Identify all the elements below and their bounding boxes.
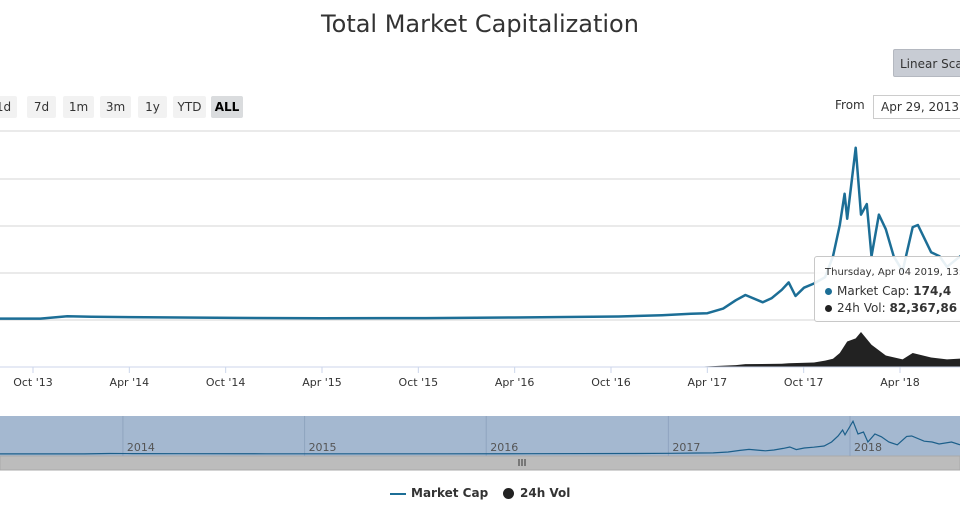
line-legend-icon <box>390 492 406 495</box>
circle-legend-icon <box>503 488 514 499</box>
volume-area <box>0 332 960 367</box>
linear-scale-button[interactable]: Linear Scale <box>893 49 960 77</box>
navigator-label-4: 2018 <box>854 441 882 454</box>
from-date-input[interactable]: Apr 29, 2013 <box>873 95 960 119</box>
market-cap-dot-icon <box>825 288 832 295</box>
volume-dot-icon <box>825 305 832 312</box>
x-tick-label-3: Apr '15 <box>302 376 342 389</box>
range-button-1d[interactable]: 1d <box>0 96 17 118</box>
range-button-ytd[interactable]: YTD <box>173 96 206 118</box>
x-tick-label-7: Apr '17 <box>688 376 728 389</box>
navigator-label-0: 2014 <box>127 441 155 454</box>
range-button-all[interactable]: ALL <box>211 96 243 118</box>
x-tick-label-4: Oct '15 <box>399 376 439 389</box>
x-tick-label-6: Oct '16 <box>591 376 631 389</box>
x-tick-label-1: Apr '14 <box>110 376 150 389</box>
tooltip-date: Thursday, Apr 04 2019, 13: <box>825 267 960 278</box>
chart-title: Total Market Capitalization <box>321 10 639 38</box>
legend-market-cap[interactable]: Market Cap <box>390 486 488 500</box>
tooltip-market-cap-row: Market Cap: 174,4 <box>825 284 951 298</box>
tooltip: Thursday, Apr 04 2019, 13: Market Cap: 1… <box>814 256 960 322</box>
range-button-7d[interactable]: 7d <box>27 96 56 118</box>
range-button-1m[interactable]: 1m <box>63 96 94 118</box>
tooltip-market-cap-value: 174,4 <box>913 284 952 298</box>
tooltip-volume-row: 24h Vol: 82,367,86 <box>825 301 957 315</box>
range-button-3m[interactable]: 3m <box>100 96 131 118</box>
tooltip-market-cap-label: Market Cap: <box>837 284 910 298</box>
range-button-1y[interactable]: 1y <box>138 96 167 118</box>
grid-lines <box>0 130 960 368</box>
navigator-label-3: 2017 <box>672 441 700 454</box>
navigator-scrollbar[interactable] <box>0 455 960 471</box>
x-axis: Oct '13 Apr '14 Oct '14 Apr '15 Oct '15 Apr '… <box>0 366 960 389</box>
x-tick-label-8: Oct '17 <box>784 376 824 389</box>
tooltip-volume-value: 82,367,86 <box>889 301 958 315</box>
legend-market-cap-label: Market Cap <box>411 486 489 500</box>
navigator-label-1: 2015 <box>309 441 337 454</box>
navigator-line <box>0 419 960 455</box>
legend-volume-label: 24h Vol <box>520 486 571 500</box>
x-tick-label-0: Oct '13 <box>13 376 53 389</box>
legend-volume[interactable]: 24h Vol <box>503 486 570 500</box>
volume-series <box>0 332 960 367</box>
from-label: From <box>835 98 865 112</box>
x-tick-label-9: Apr '18 <box>880 376 920 389</box>
x-tick-label-2: Oct '14 <box>206 376 246 389</box>
navigator: 2014 2015 2016 2017 2018 <box>0 416 960 471</box>
tooltip-volume-label: 24h Vol: <box>837 301 886 315</box>
navigator-label-2: 2016 <box>490 441 518 454</box>
x-tick-label-5: Apr '16 <box>495 376 535 389</box>
